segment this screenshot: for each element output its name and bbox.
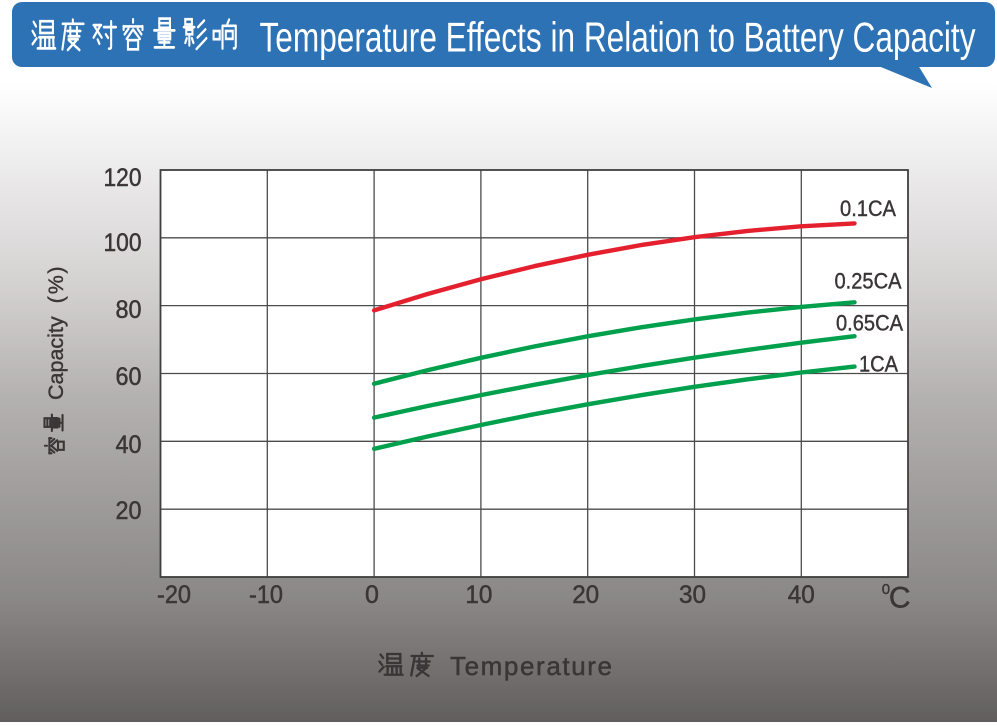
svg-text:60: 60 (116, 363, 142, 391)
svg-text:120: 120 (104, 164, 142, 192)
svg-text:Capacity: Capacity (44, 316, 68, 400)
svg-text:Temperature Effects in Relatio: Temperature Effects in Relation to Batte… (260, 14, 976, 61)
svg-text:0.25CA: 0.25CA (835, 268, 902, 293)
svg-text:10: 10 (465, 581, 492, 609)
svg-text:-20: -20 (157, 581, 191, 609)
svg-text:0: 0 (365, 581, 379, 609)
svg-text:40: 40 (788, 581, 815, 609)
svg-text:0.65CA: 0.65CA (836, 311, 903, 336)
svg-text:1CA: 1CA (859, 352, 898, 377)
svg-text:80: 80 (116, 296, 142, 324)
svg-text:0: 0 (882, 581, 890, 598)
svg-text:): ) (44, 266, 68, 273)
svg-text:20: 20 (116, 497, 142, 525)
svg-text:%: % (44, 275, 68, 294)
svg-text:30: 30 (679, 581, 706, 609)
svg-text:40: 40 (116, 431, 142, 459)
svg-text:C: C (889, 582, 911, 615)
svg-text:100: 100 (104, 229, 142, 257)
svg-text:(: ( (44, 295, 68, 303)
svg-text:20: 20 (572, 581, 599, 609)
svg-text:Temperature: Temperature (450, 651, 612, 681)
svg-text:0.1CA: 0.1CA (840, 196, 896, 221)
svg-text:-10: -10 (249, 581, 283, 609)
